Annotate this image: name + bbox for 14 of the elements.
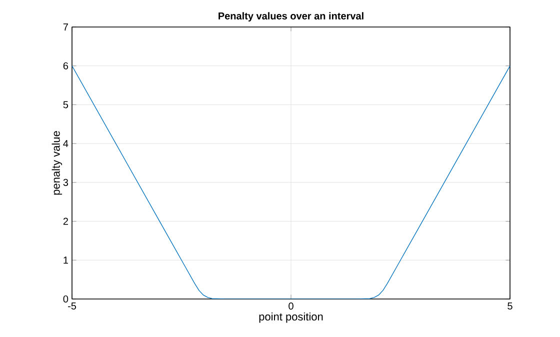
y-tick-label: 5 — [63, 101, 68, 108]
y-tick-label: 4 — [63, 140, 68, 148]
x-tick-label: 5 — [508, 302, 512, 310]
y-tick-label: 7 — [63, 24, 68, 30]
x-axis-title: point position — [259, 312, 323, 323]
y-tick-label: 1 — [64, 256, 68, 264]
y-axis-title: penalty value — [52, 131, 62, 195]
y-tick-label: 3 — [63, 178, 68, 186]
x-tick-label: 0 — [288, 302, 294, 310]
y-tick-label: 0 — [63, 295, 68, 303]
chart-title: Penalty values over an interval — [218, 12, 364, 22]
y-tick-label: 6 — [63, 62, 68, 70]
x-tick-label: -5 — [68, 302, 76, 310]
y-tick-label: 2 — [63, 218, 68, 225]
